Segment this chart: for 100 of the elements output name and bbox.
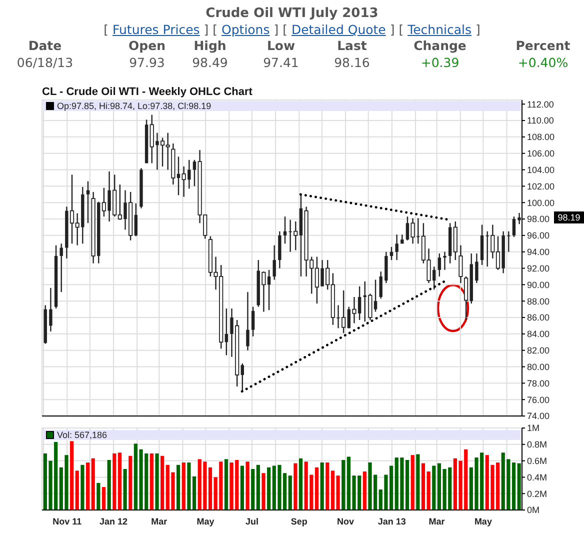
bar bbox=[208, 467, 212, 510]
bar bbox=[421, 463, 426, 510]
bar bbox=[182, 462, 186, 510]
candlestick bbox=[246, 291, 250, 351]
bar bbox=[224, 459, 228, 510]
chart-title: CL - Crude Oil WTI - Weekly OHLC Chart bbox=[42, 86, 252, 98]
y-tick-label: 90.00 bbox=[527, 280, 550, 290]
caption-strip: Vol: 567,186 bbox=[43, 430, 521, 440]
x-tick-label: May bbox=[196, 516, 214, 526]
x-tick-label: Mar bbox=[428, 516, 446, 526]
bar bbox=[405, 460, 410, 510]
bar bbox=[160, 456, 164, 510]
y-tick-label: 0M bbox=[527, 505, 540, 516]
y-tick-label: 80.00 bbox=[527, 362, 550, 372]
bar bbox=[240, 466, 244, 510]
candlestick bbox=[60, 243, 63, 293]
candlestick bbox=[458, 244, 463, 284]
x-tick-label: Jan 12 bbox=[99, 516, 128, 526]
bar bbox=[150, 453, 154, 510]
y-tick-label: 0.2M bbox=[527, 488, 548, 499]
bar bbox=[251, 469, 255, 510]
category-label: Open bbox=[128, 38, 166, 53]
y-tick-label: 86.00 bbox=[527, 312, 550, 323]
text: 98.49 bbox=[192, 55, 228, 70]
category-label: Last bbox=[336, 38, 368, 53]
bar bbox=[102, 487, 106, 510]
candlestick bbox=[272, 244, 276, 280]
text: 98.16 bbox=[334, 55, 370, 70]
candlestick bbox=[379, 270, 382, 300]
y-tick-label: 108.00 bbox=[527, 132, 555, 142]
category-label: High bbox=[192, 38, 228, 53]
candlestick bbox=[240, 362, 244, 392]
candlestick bbox=[464, 276, 468, 321]
candlestick bbox=[86, 180, 90, 224]
y-tick-label: 88.00 bbox=[527, 296, 550, 306]
text: [ Detailed Quote ] bbox=[282, 22, 395, 37]
y-tick-label: 110.00 bbox=[527, 116, 554, 126]
candlestick bbox=[443, 251, 446, 270]
bar bbox=[410, 455, 414, 510]
bar bbox=[123, 469, 127, 510]
y-tick-label: 1M bbox=[527, 423, 540, 434]
category-label: Percent bbox=[514, 38, 572, 53]
text: 98.19 bbox=[558, 212, 580, 222]
annotation: Op:97.85, Hi:98.74, Lo:97.38, Cl:98.19 bbox=[57, 101, 212, 111]
bar bbox=[294, 463, 298, 510]
text: 97.93 bbox=[129, 55, 165, 70]
y-tick-label: 0.4M bbox=[527, 472, 548, 482]
bar bbox=[326, 462, 330, 510]
candlestick bbox=[512, 216, 516, 238]
y-tick-label: 96.00 bbox=[527, 230, 550, 241]
text: 06/18/13 bbox=[16, 55, 74, 70]
annotation: Vol: 567,186 bbox=[57, 430, 108, 440]
bar bbox=[118, 452, 122, 510]
category-label: Low bbox=[266, 38, 296, 53]
bar bbox=[342, 460, 346, 510]
x-tick-label: Nov bbox=[337, 516, 354, 526]
candlestick bbox=[192, 159, 196, 187]
bar bbox=[128, 456, 132, 510]
bar bbox=[80, 464, 84, 510]
y-tick-label: 104.00 bbox=[527, 164, 555, 175]
x-tick-label: Sep bbox=[290, 516, 308, 526]
bar bbox=[314, 467, 319, 510]
y-tick-label: 112.00 bbox=[527, 99, 554, 110]
bar bbox=[320, 462, 324, 510]
y-tick-label: 74.00 bbox=[527, 411, 550, 422]
y-tick-label: 0.6M bbox=[527, 456, 548, 466]
y-tick-label: 82.00 bbox=[527, 346, 550, 356]
bar bbox=[96, 482, 100, 510]
bar bbox=[298, 458, 303, 510]
bar bbox=[75, 470, 79, 510]
candlestick bbox=[395, 234, 398, 261]
bar bbox=[416, 454, 420, 510]
candlestick bbox=[475, 252, 478, 284]
caption-strip: Op:97.85, Hi:98.74, Lo:97.38, Cl:98.19 bbox=[43, 101, 521, 111]
y-tick-label: 76.00 bbox=[527, 394, 550, 405]
candlestick bbox=[438, 252, 442, 278]
bar bbox=[91, 458, 95, 510]
y-tick-label: 78.00 bbox=[527, 378, 550, 388]
text: [ Technicals ] bbox=[398, 22, 480, 37]
bar bbox=[517, 463, 521, 510]
bar bbox=[426, 471, 430, 510]
candlestick bbox=[176, 156, 180, 196]
candlestick bbox=[251, 306, 255, 337]
bar bbox=[432, 466, 436, 510]
y-tick-label: 102.00 bbox=[527, 181, 555, 192]
bar bbox=[155, 453, 159, 510]
text: [ Futures Prices ] bbox=[104, 22, 209, 37]
text: +0.40% bbox=[518, 55, 568, 70]
bar bbox=[288, 476, 292, 510]
bar bbox=[256, 464, 260, 510]
text: Crude Oil WTI July 2013 bbox=[204, 6, 380, 21]
text: 97.41 bbox=[263, 55, 299, 70]
bar bbox=[112, 453, 116, 510]
y-tick-label: 106.00 bbox=[527, 148, 555, 159]
text: +0.39 bbox=[420, 55, 460, 70]
text: [ Options ] bbox=[212, 22, 279, 37]
candlestick bbox=[49, 287, 52, 332]
bar bbox=[512, 462, 516, 510]
bar bbox=[246, 462, 250, 510]
y-tick-label: 0.8M bbox=[527, 440, 548, 450]
